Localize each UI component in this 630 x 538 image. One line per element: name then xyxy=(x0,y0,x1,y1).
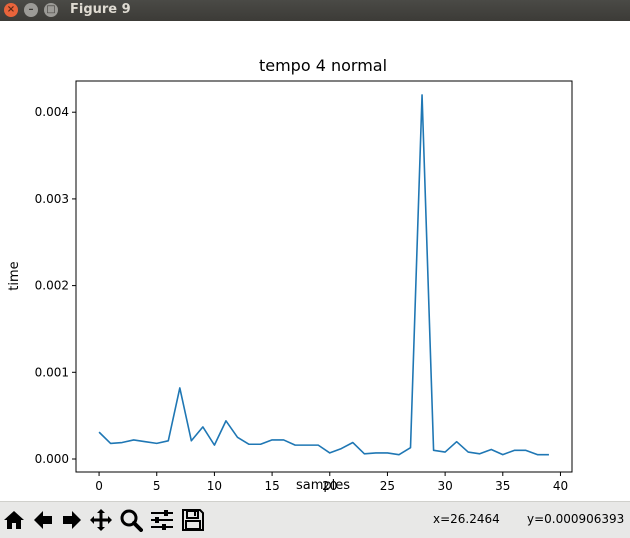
forward-button[interactable] xyxy=(59,506,85,534)
y-coordinate-readout: y=0.000906393 xyxy=(527,512,625,526)
y-tick-label: 0.000 xyxy=(35,452,69,466)
back-button[interactable] xyxy=(30,506,56,534)
series-line xyxy=(98,94,549,456)
minimize-window-button[interactable]: – xyxy=(24,3,38,17)
chart-title: tempo 4 normal xyxy=(259,56,387,75)
home-button[interactable] xyxy=(1,506,27,534)
home-icon xyxy=(4,511,24,529)
save-button[interactable] xyxy=(180,506,206,534)
back-arrow-icon xyxy=(34,511,52,529)
x-tick-label: 35 xyxy=(495,479,510,493)
y-axis-label: time xyxy=(7,261,22,290)
zoom-icon xyxy=(120,509,143,532)
y-tick-label: 0.003 xyxy=(35,192,69,206)
configure-subplots-button[interactable] xyxy=(149,506,175,534)
figure-canvas[interactable]: tempo 4 normal 0 5 10 15 20 25 30 35 40 0.000 0.0… xyxy=(0,21,630,501)
x-tick-label: 10 xyxy=(207,479,222,493)
pan-icon xyxy=(90,509,112,531)
line-chart[interactable]: tempo 4 normal 0 5 10 15 20 25 30 35 40 0.0000.0… xyxy=(0,21,630,501)
configure-subplots-icon xyxy=(151,510,173,530)
x-axis-label: samples xyxy=(296,478,350,493)
pan-button[interactable] xyxy=(88,506,114,534)
x-axis: 0 5 10 15 20 25 30 35 40 xyxy=(95,472,568,493)
save-icon xyxy=(182,509,204,531)
y-tick-label: 0.002 xyxy=(35,279,69,293)
maximize-window-button[interactable]: □ xyxy=(44,3,58,17)
x-tick-label: 5 xyxy=(153,479,161,493)
x-coordinate-readout: x=26.2464 xyxy=(433,512,500,526)
y-axis: 0.000 0.001 0.002 0.003 0.004 xyxy=(35,105,76,466)
close-window-button[interactable]: × xyxy=(4,3,18,17)
y-tick-label: 0.001 xyxy=(35,365,69,379)
zoom-button[interactable] xyxy=(118,506,144,534)
navigation-toolbar: x=26.2464 y=0.000906393 xyxy=(0,501,630,538)
y-tick-label: 0.004 xyxy=(35,105,69,119)
x-tick-label: 15 xyxy=(264,479,279,493)
forward-arrow-icon xyxy=(63,511,81,529)
window-title: Figure 9 xyxy=(70,2,131,17)
x-tick-label: 20 xyxy=(322,479,337,493)
x-tick-label: 40 xyxy=(553,479,568,493)
series-lines xyxy=(98,94,549,456)
x-tick-label: 25 xyxy=(380,479,395,493)
x-tick-label: 0 xyxy=(95,479,103,493)
x-tick-label: 30 xyxy=(437,479,452,493)
plot-area[interactable] xyxy=(75,80,573,473)
window-titlebar: × – □ Figure 9 xyxy=(0,0,630,21)
